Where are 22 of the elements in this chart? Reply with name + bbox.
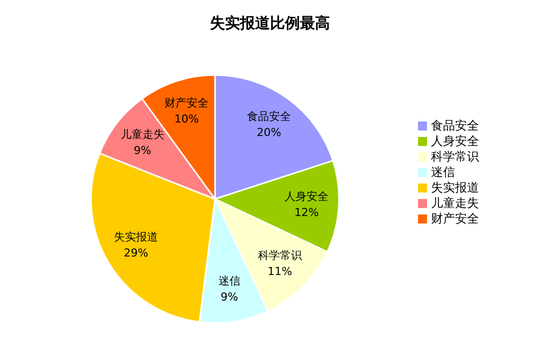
data-label: 12% (294, 206, 319, 219)
data-label: 9% (220, 290, 238, 304)
legend-label: 科学常识 (431, 149, 479, 164)
slice-label: 科学常识 (258, 248, 302, 262)
slice-label: 食品安全 (246, 110, 291, 123)
legend-label: 人身安全 (431, 134, 479, 148)
legend-label: 财产安全 (431, 211, 479, 226)
legend-label: 失实报道 (431, 180, 479, 194)
data-label: 11% (268, 264, 292, 278)
legend-label: 儿童走失 (431, 196, 479, 210)
legend-label: 食品安全 (431, 118, 479, 132)
data-label: 20% (256, 126, 282, 139)
data-label: 29% (124, 246, 148, 260)
slice-label: 财产安全 (164, 96, 209, 110)
data-label: 9% (134, 144, 152, 157)
slice-label: 失实报道 (114, 230, 158, 244)
slice-label: 迷信 (218, 274, 240, 288)
data-label: 10% (174, 112, 199, 126)
slice-label: 儿童走失 (120, 128, 164, 141)
slice-label: 人身安全 (284, 190, 329, 203)
chart-title: 失实报道比例最高 (210, 14, 330, 32)
legend-label: 迷信 (431, 164, 455, 179)
